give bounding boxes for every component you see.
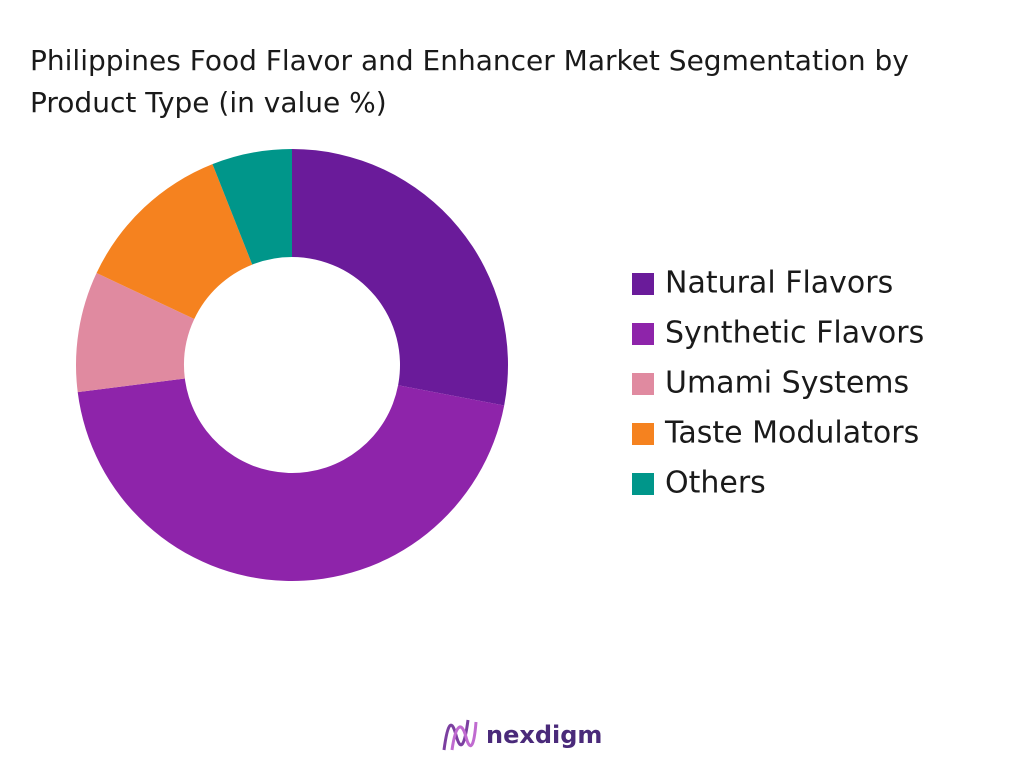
legend-swatch	[632, 473, 654, 495]
donut-segment	[96, 164, 253, 320]
donut-segment	[292, 149, 508, 406]
legend-label: Others	[665, 466, 766, 501]
chart-title: Philippines Food Flavor and Enhancer Mar…	[30, 44, 909, 119]
legend-label: Umami Systems	[665, 366, 909, 401]
legend-label: Taste Modulators	[664, 416, 919, 451]
logo-text: nexdigm	[486, 721, 602, 749]
logo-icon	[442, 719, 478, 751]
legend-swatch	[632, 323, 654, 345]
legend-swatch	[632, 273, 654, 295]
donut-segment	[75, 273, 195, 393]
legend-label: Natural Flavors	[665, 266, 893, 301]
legend-swatch	[632, 373, 654, 395]
legend-swatch	[632, 423, 654, 445]
donut-segment	[77, 378, 505, 581]
legend-label: Synthetic Flavors	[665, 316, 924, 351]
donut-segment	[212, 149, 292, 265]
